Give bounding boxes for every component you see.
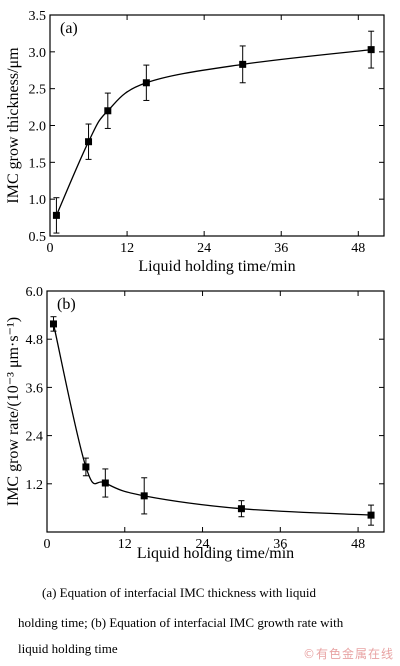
data-point (52, 211, 60, 219)
x-tick-label: 0 (44, 537, 51, 552)
chart-panel-a: 0 12 24 36 48 0.5 1.0 1.5 2.0 2.5 3.0 3.5 Liquid hol… (5, 9, 385, 275)
panel-label: (b) (57, 296, 76, 313)
y-tick-label: 1.2 (26, 478, 44, 493)
y-axis-label: IMC grow thickness/μm (5, 47, 22, 204)
y-tick-label: 2.4 (26, 430, 44, 445)
y-tick-label: 2.0 (29, 120, 47, 135)
y-tick-label: 3.6 (26, 381, 44, 396)
watermark: ©有色金属在线 (302, 647, 394, 661)
chart-panel-b: 0 12 24 36 48 1.2 2.4 3.6 4.8 6.0 Liquid holding t… (5, 285, 385, 562)
data-point (101, 479, 109, 487)
y-tick-label: 1.5 (29, 156, 47, 171)
data-point (367, 46, 375, 54)
x-tick-label: 12 (120, 241, 134, 256)
x-tick-label: 48 (351, 241, 365, 256)
caption-line-2: holding time; (b) Equation of interfacia… (18, 615, 344, 630)
y-tick-label: 3.5 (29, 9, 47, 24)
y-tick-label: 4.8 (26, 333, 44, 348)
data-point (367, 511, 375, 519)
data-point (85, 138, 93, 146)
x-tick-label: 12 (118, 537, 132, 552)
data-point (239, 60, 247, 68)
x-axis-label: Liquid holding time/min (137, 545, 294, 562)
x-axis-label: Liquid holding time/min (138, 258, 295, 275)
y-tick-label: 6.0 (26, 285, 44, 300)
x-tick-label: 24 (197, 241, 211, 256)
data-point (142, 79, 150, 87)
caption-line-1: (a) Equation of interfacial IMC thicknes… (42, 585, 317, 600)
x-tick-label: 48 (351, 537, 365, 552)
data-point (49, 320, 57, 328)
y-tick-label: 3.0 (29, 46, 47, 61)
figure: 0 12 24 36 48 0.5 1.0 1.5 2.0 2.5 3.0 3.5 Liquid hol… (5, 9, 385, 562)
x-tick-label: 36 (274, 241, 288, 256)
x-tick-label: 36 (273, 537, 287, 552)
data-point (104, 107, 112, 115)
x-tick-label: 24 (196, 537, 210, 552)
caption-line-3: liquid holding time (18, 641, 118, 656)
panel-label: (a) (60, 20, 78, 37)
data-point (82, 463, 90, 471)
plot-frame (46, 290, 385, 533)
plot-frame (49, 14, 385, 237)
series-line (55, 48, 372, 216)
y-tick-label: 2.5 (29, 83, 47, 98)
data-point (237, 505, 245, 513)
series-line (52, 323, 372, 516)
x-tick-label: 0 (47, 241, 54, 256)
y-tick-label: 0.5 (29, 230, 47, 245)
y-tick-label: 1.0 (29, 193, 47, 208)
data-point (140, 492, 148, 500)
y-axis-label: IMC grow rate/(10⁻³ μm·s⁻¹) (5, 317, 22, 506)
